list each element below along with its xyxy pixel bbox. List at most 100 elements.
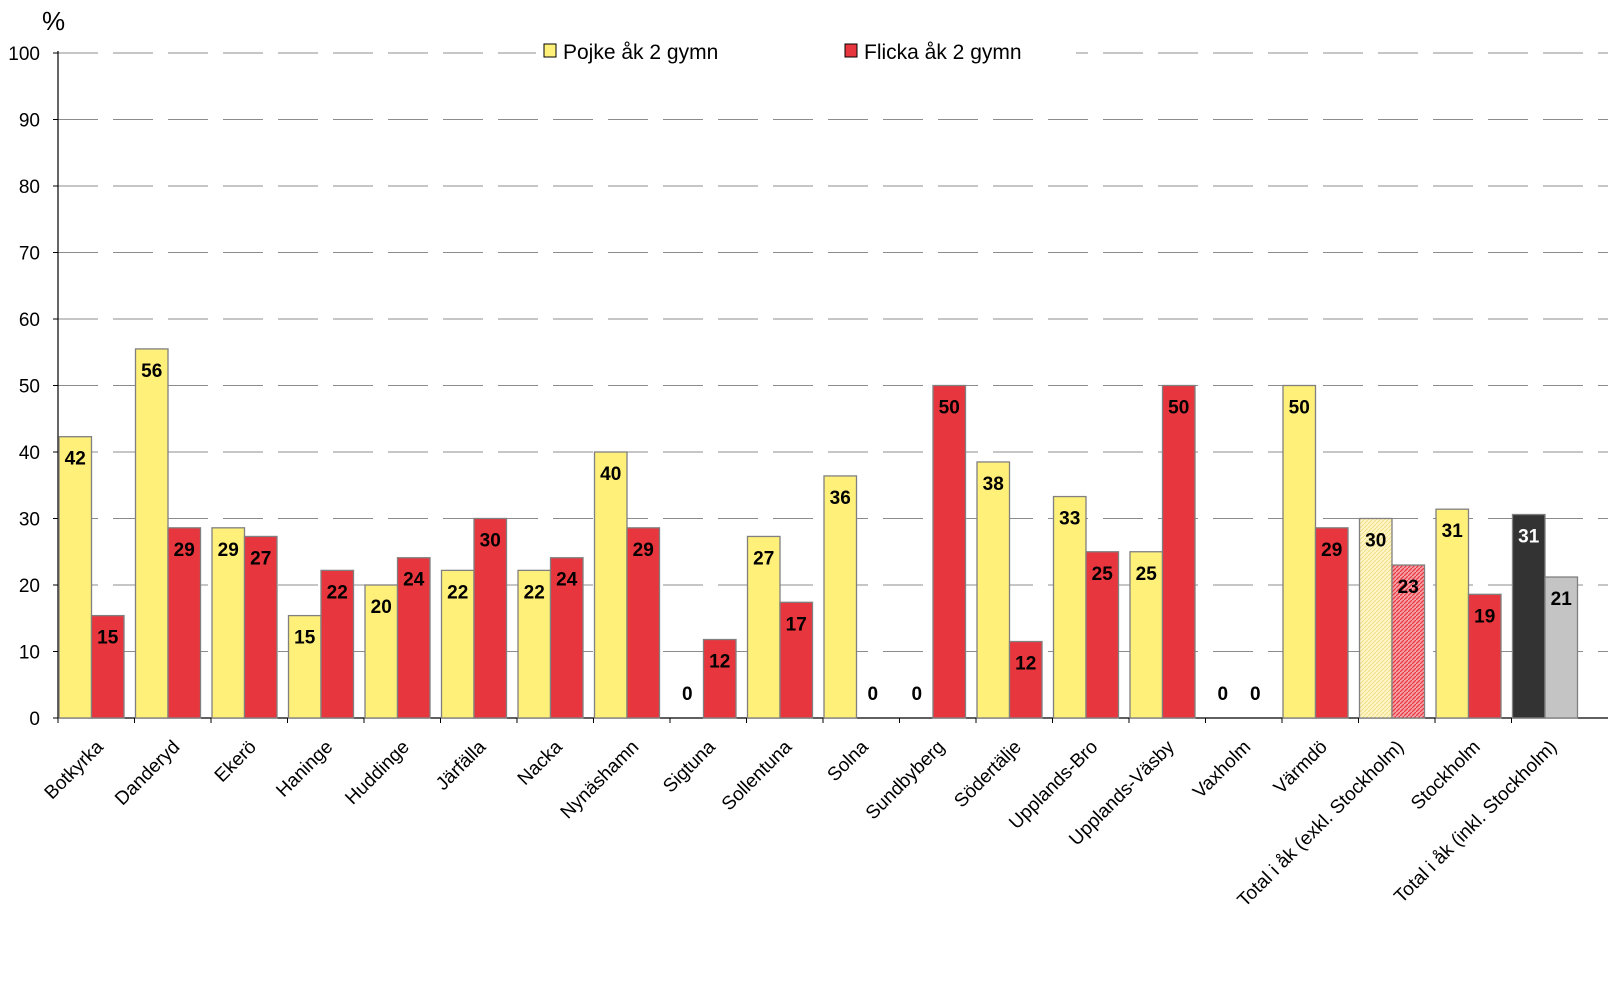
data-label: 19 <box>1474 606 1495 627</box>
bar <box>593 451 628 719</box>
data-label: 50 <box>1168 398 1189 419</box>
y-tick-label: 80 <box>19 177 40 198</box>
data-label: 21 <box>1551 589 1573 610</box>
bar <box>823 475 858 719</box>
data-label: 31 <box>1442 521 1464 542</box>
data-label: 22 <box>327 582 348 603</box>
bar <box>976 461 1011 719</box>
bar <box>1052 495 1087 719</box>
bar <box>1314 527 1349 719</box>
y-tick-label: 100 <box>8 44 40 65</box>
data-label: 24 <box>403 570 425 591</box>
data-label: 12 <box>1015 654 1036 675</box>
bar <box>1282 384 1317 719</box>
bar <box>1161 384 1196 719</box>
data-label: 29 <box>174 540 195 561</box>
bar <box>932 384 967 719</box>
x-tick-label: Södertälje <box>950 737 1025 812</box>
x-tick-label: Solna <box>824 736 874 786</box>
y-tick-label: 10 <box>19 643 40 664</box>
x-tick-label: Sollentuna <box>718 736 797 815</box>
data-label: 0 <box>911 684 922 705</box>
bar <box>320 569 355 719</box>
bar <box>549 557 584 719</box>
data-label: 17 <box>786 614 807 635</box>
bar <box>746 535 781 719</box>
x-tick-label: Järfälla <box>432 736 490 794</box>
data-label: 22 <box>524 582 545 603</box>
x-tick-label: Total i åk (inkl. Stockholm) <box>1390 737 1561 908</box>
bars <box>58 348 1579 719</box>
bar <box>58 436 93 719</box>
bar <box>626 527 661 719</box>
bar <box>90 614 125 719</box>
bar <box>243 535 278 719</box>
bar <box>287 614 322 719</box>
data-label: 29 <box>218 540 239 561</box>
x-tick-label: Värmdö <box>1270 737 1332 799</box>
data-label: 31 <box>1518 527 1540 548</box>
data-label: 20 <box>371 597 392 618</box>
bar <box>364 584 399 719</box>
data-label: 42 <box>65 449 86 470</box>
bar <box>1391 564 1426 719</box>
bar <box>396 557 431 719</box>
bar <box>779 601 814 719</box>
bar <box>211 527 246 719</box>
x-tick-label: Huddinge <box>341 737 413 809</box>
x-tick-label: Vaxholm <box>1189 737 1255 803</box>
data-label: 29 <box>1321 540 1342 561</box>
data-label: 30 <box>1365 531 1386 552</box>
x-tick-label: Total i åk (exkl. Stockholm) <box>1234 737 1409 912</box>
x-tick-label: Sundbyberg <box>862 737 949 824</box>
bar <box>1435 508 1470 719</box>
x-tick-label: Danderyd <box>111 737 184 810</box>
legend-background <box>536 36 1076 66</box>
data-label: 0 <box>867 684 878 705</box>
bar <box>473 517 508 719</box>
legend-swatch <box>543 43 557 58</box>
y-tick-label: 90 <box>19 111 40 132</box>
data-label: 23 <box>1398 577 1419 598</box>
bar <box>440 569 475 719</box>
bar <box>134 348 169 719</box>
y-unit-label: % <box>42 6 66 36</box>
data-label: 40 <box>600 464 621 485</box>
data-label: 29 <box>633 540 654 561</box>
x-tick-label: Nynäshamn <box>557 737 644 824</box>
bar <box>1467 593 1502 719</box>
data-label: 25 <box>1136 564 1158 585</box>
y-tick-label: 60 <box>19 310 40 331</box>
data-label: 50 <box>939 398 960 419</box>
y-tick-label: 40 <box>19 443 40 464</box>
x-tick-label: Haninge <box>272 737 337 802</box>
data-label: 0 <box>1217 684 1228 705</box>
data-label: 33 <box>1059 509 1080 530</box>
data-label: 27 <box>250 548 271 569</box>
data-label: 56 <box>141 361 162 382</box>
y-tick-label: 20 <box>19 576 40 597</box>
bar <box>1085 551 1120 719</box>
x-tick-label: Ekerö <box>211 737 261 787</box>
bar <box>1008 640 1043 719</box>
data-label: 25 <box>1092 564 1114 585</box>
x-tick-label: Botkyrka <box>41 736 108 803</box>
y-tick-label: 30 <box>19 510 40 531</box>
legend-swatch <box>844 43 858 58</box>
legend: Pojke åk 2 gymn Flicka åk 2 gymn <box>536 36 1076 66</box>
y-tick-label: 50 <box>19 377 40 398</box>
legend-label: Flicka åk 2 gymn <box>864 41 1022 64</box>
x-tick-label: Stockholm <box>1407 737 1485 815</box>
bar <box>1544 576 1579 719</box>
data-label: 50 <box>1289 398 1310 419</box>
bar <box>702 638 737 719</box>
data-label: 0 <box>1250 684 1261 705</box>
legend-label: Pojke åk 2 gymn <box>563 41 718 64</box>
x-tick-label: Sigtuna <box>659 736 720 797</box>
data-label: 15 <box>97 628 119 649</box>
data-label: 12 <box>709 652 730 673</box>
bar <box>1358 517 1393 719</box>
data-label: 0 <box>682 684 693 705</box>
y-tick-label: 70 <box>19 244 40 265</box>
